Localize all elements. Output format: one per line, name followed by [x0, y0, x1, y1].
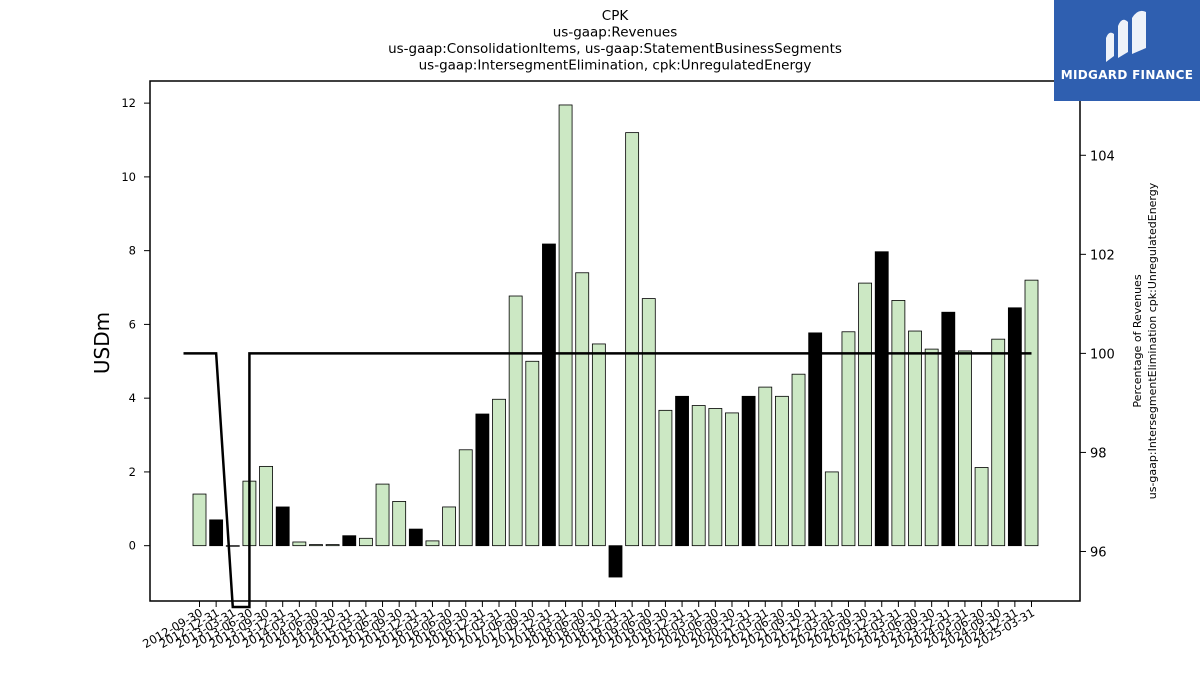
bar-2015-12-31: [408, 528, 423, 547]
bar-2019-09-30: [658, 409, 673, 547]
y2-axis-label-line: Percentage of Revenues: [1131, 274, 1144, 407]
y-tick-label: 0: [129, 539, 136, 553]
bar-2018-09-30: [591, 343, 606, 547]
bar-2016-09-30: [458, 449, 473, 547]
y-axis-left: 0 2 4 6 8 10 12: [121, 96, 150, 553]
y2-tick-label: 96: [1090, 545, 1107, 560]
bar-2023-09-30: [924, 348, 939, 547]
chart-title-line: us-gaap:IntersegmentElimination, cpk:Unr…: [419, 58, 812, 74]
bar-2021-09-30: [791, 373, 806, 547]
bar-2016-03-31: [425, 540, 440, 547]
bar-2016-06-30: [442, 506, 457, 547]
chart-title-line: us-gaap:ConsolidationItems, us-gaap:Stat…: [388, 41, 842, 57]
y-tick-label: 12: [121, 96, 136, 110]
percentage-line: [183, 352, 1032, 609]
bar-2015-06-30: [375, 483, 390, 547]
bar-2022-03-31: [824, 471, 839, 547]
bar-2018-12-31: [608, 545, 623, 578]
chart-title: CPKus-gaap:Revenuesus-gaap:Consolidation…: [388, 8, 842, 74]
bar-2020-12-31: [741, 395, 756, 547]
bar-2023-06-30: [908, 330, 922, 547]
y-tick-label: 6: [129, 317, 136, 331]
brand-logo: MIDGARD FINANCE: [1054, 0, 1200, 101]
y2-tick-label: 98: [1090, 446, 1107, 461]
y-axis-right: 96 98 100 102 104: [1080, 149, 1115, 560]
bar-2020-09-30: [725, 412, 739, 547]
chart-title-line: CPK: [602, 8, 630, 24]
y-tick-label: 8: [129, 244, 136, 258]
bar-2015-09-30: [392, 501, 407, 547]
bar-2021-03-31: [758, 386, 773, 547]
bar-2014-12-31: [342, 535, 357, 547]
bar-2019-12-31: [675, 395, 689, 547]
bar-2018-06-30: [575, 272, 590, 547]
y-tick-label: 2: [129, 465, 136, 479]
bar-2014-09-30: [325, 544, 340, 547]
bar-2024-03-31: [958, 350, 972, 547]
bar-2012-09-30: [192, 493, 207, 547]
bar-2017-12-31: [542, 243, 556, 547]
bar-2023-12-31: [941, 311, 956, 547]
bar-2018-03-31: [558, 104, 573, 547]
bar-2012-12-31: [209, 519, 224, 547]
bar-2021-06-30: [775, 395, 789, 547]
x-axis: 2012-09-302012-12-312013-03-312013-06-30…: [140, 601, 1037, 651]
bar-2014-03-31: [292, 541, 307, 547]
y2-tick-label: 102: [1090, 248, 1115, 263]
brand-name: MIDGARD FINANCE: [1060, 68, 1194, 82]
y-tick-label: 4: [129, 391, 136, 405]
bar-2022-09-30: [858, 282, 872, 547]
bar-2022-12-31: [874, 251, 889, 547]
bar-2021-12-31: [808, 332, 823, 547]
bar-2024-09-30: [991, 338, 1006, 547]
y-axis-label: USDm: [90, 312, 114, 374]
bar-series: [192, 104, 1039, 578]
midgard-logo-icon: [1106, 10, 1146, 62]
chart-title-line: us-gaap:Revenues: [553, 25, 678, 41]
bar-2016-12-31: [475, 413, 490, 547]
bar-2017-06-30: [508, 295, 523, 547]
bar-2019-03-31: [625, 132, 640, 547]
bar-2013-12-31: [275, 506, 290, 547]
bar-2013-09-30: [259, 465, 273, 547]
bar-2017-09-30: [525, 360, 540, 547]
y2-axis-label: Percentage of Revenues us-gaap:Intersegme…: [1131, 182, 1159, 499]
y2-tick-label: 104: [1090, 149, 1115, 164]
bar-2013-03-31: [225, 545, 240, 547]
bar-2015-03-31: [358, 537, 373, 547]
bar-2024-12-31: [1007, 307, 1022, 547]
bar-2024-06-30: [974, 467, 989, 547]
bar-2022-06-30: [841, 331, 856, 547]
y2-axis-label-line: us-gaap:IntersegmentElimination cpk:Unre…: [1146, 182, 1159, 499]
bar-2017-03-31: [492, 398, 506, 547]
bar-2023-03-31: [891, 300, 906, 547]
y2-tick-label: 100: [1090, 347, 1115, 362]
bar-2025-03-31: [1024, 279, 1039, 547]
bar-2020-06-30: [708, 408, 723, 547]
bar-2014-06-30: [309, 544, 323, 547]
bar-2020-03-31: [691, 405, 706, 547]
y-tick-label: 10: [121, 170, 136, 184]
bar-2019-06-30: [641, 298, 656, 547]
